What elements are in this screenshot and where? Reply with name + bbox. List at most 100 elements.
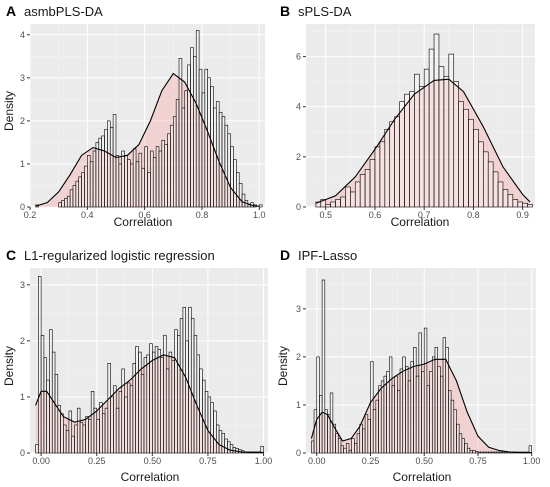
- histogram-bar: [391, 385, 395, 454]
- panel-letter-a: A: [6, 3, 16, 19]
- plot-background: [306, 268, 536, 453]
- histogram-bar: [384, 128, 391, 208]
- histogram-bar: [325, 204, 331, 208]
- histogram-bar: [107, 362, 111, 454]
- histogram-bar: [517, 201, 523, 208]
- histogram-bar: [130, 163, 134, 208]
- histogram-bar: [72, 185, 77, 208]
- histogram-bar: [92, 150, 97, 208]
- histogram-bar: [418, 332, 422, 454]
- x-tick-label: 0.50: [415, 456, 433, 466]
- y-tick-label: 0: [296, 202, 301, 212]
- histogram-bar: [421, 371, 425, 454]
- histogram-bar: [487, 161, 494, 208]
- histogram-bar: [74, 424, 78, 454]
- histogram-bar: [440, 375, 444, 454]
- histogram-bar: [132, 148, 137, 208]
- histogram-bar: [124, 396, 128, 454]
- histogram-bar: [359, 423, 363, 454]
- x-tick-label: 0.75: [469, 456, 487, 466]
- histogram-bar: [149, 343, 153, 454]
- histogram-bar: [472, 450, 476, 454]
- histogram-bar: [115, 407, 120, 454]
- histogram-bar: [124, 155, 128, 208]
- histogram-bar: [210, 402, 214, 454]
- y-tick-label: 2: [20, 336, 25, 346]
- histogram-bar: [321, 279, 326, 454]
- histogram-bar: [152, 157, 157, 208]
- histogram-bar: [394, 116, 400, 208]
- histogram-bar: [380, 380, 385, 454]
- histogram-bar: [63, 424, 67, 454]
- histogram-bar: [499, 451, 503, 454]
- histogram-bar: [311, 440, 315, 454]
- x-tick-label: 0.00: [308, 456, 326, 466]
- histogram-bar: [93, 407, 98, 454]
- histogram-bar: [207, 77, 211, 208]
- histogram-bar: [127, 382, 131, 454]
- histogram-bar: [442, 337, 447, 454]
- x-tick-label: 0.9: [516, 210, 529, 220]
- histogram-bar: [464, 443, 468, 454]
- histogram-bar: [66, 195, 71, 208]
- histogram-bar: [104, 129, 108, 208]
- histogram-bar: [38, 276, 42, 454]
- density-curve: [310, 358, 532, 454]
- histogram-bar: [448, 53, 455, 208]
- y-tick-label: 2: [20, 116, 25, 126]
- histogram-bar: [81, 172, 85, 208]
- histogram-bar: [121, 150, 125, 208]
- histogram-bar: [453, 81, 459, 208]
- histogram-bar: [135, 346, 139, 454]
- histogram-bar: [141, 167, 145, 208]
- histogram-bar: [379, 141, 386, 208]
- histogram-bar: [241, 193, 246, 208]
- histogram-bar: [438, 66, 445, 208]
- histogram-bar: [71, 435, 75, 454]
- histogram-bar: [362, 428, 366, 454]
- histogram-bar: [496, 451, 500, 454]
- histogram-bar: [428, 48, 435, 208]
- histogram-bar: [138, 152, 143, 208]
- y-tick-label: 0: [20, 202, 25, 212]
- x-tick-label: 0.8: [196, 210, 209, 220]
- histogram-bar: [335, 199, 341, 208]
- panel-c: C L1-regularized logistic regression Den…: [2, 247, 272, 484]
- histogram-bar: [69, 189, 74, 208]
- histogram-bar: [340, 196, 346, 208]
- histogram-bar: [58, 202, 62, 208]
- histogram-bar: [196, 354, 200, 454]
- plot-area-a: [29, 24, 265, 208]
- histogram-bar: [448, 390, 452, 454]
- histogram-bar: [107, 120, 111, 208]
- histogram-bar: [493, 451, 498, 454]
- histogram-bar: [453, 409, 457, 454]
- histogram-bar: [155, 146, 160, 208]
- histogram-bar: [157, 348, 161, 454]
- density-area: [315, 79, 531, 207]
- x-axis-title-a: Correlation: [114, 215, 173, 229]
- histogram-bar: [135, 161, 140, 208]
- y-axis-title-c: Density: [2, 346, 16, 386]
- y-tick-label: 4: [296, 102, 301, 112]
- histogram-bar: [61, 200, 65, 208]
- histogram-bar: [405, 366, 409, 454]
- histogram-bar: [356, 433, 361, 454]
- y-tick-label: 1: [296, 400, 301, 410]
- histogram-bar: [482, 151, 489, 208]
- histogram-bar: [364, 169, 371, 208]
- histogram-bar: [121, 368, 125, 454]
- x-tick-label: 0.6: [369, 210, 382, 220]
- panel-a: A asmbPLS-DA Density Correlation 0.2 0.4 0…: [2, 3, 266, 229]
- histogram-bar: [258, 204, 263, 208]
- histogram-bar: [224, 438, 228, 454]
- x-tick-label: 0.6: [138, 210, 151, 220]
- axes-c: 0.00 0.25 0.50 0.75 1.00 0 1 2 3: [20, 280, 272, 466]
- histogram-bar: [89, 161, 94, 208]
- panel-title-a: asmbPLS-DA: [24, 4, 103, 19]
- histogram-bar: [343, 447, 347, 454]
- x-tick-label: 0.5: [319, 210, 332, 220]
- histogram-bar: [375, 399, 379, 454]
- histogram-bar: [182, 306, 186, 454]
- histogram-bar: [415, 375, 420, 454]
